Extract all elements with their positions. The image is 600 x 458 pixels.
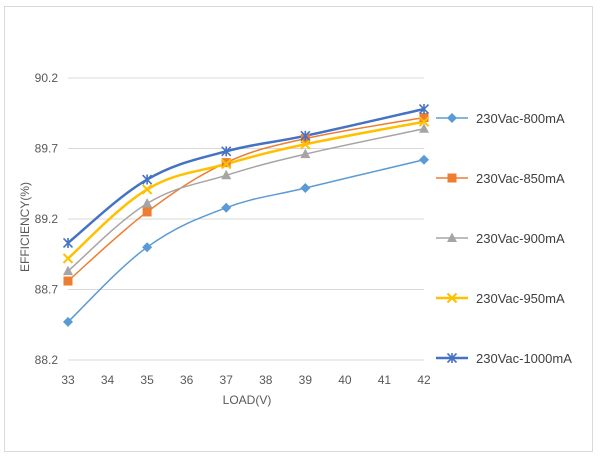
y-tick-label: 88.7 (35, 283, 59, 297)
chart-frame (4, 6, 593, 452)
data-point-3 (300, 148, 311, 159)
y-tick-label: 88.2 (35, 353, 59, 367)
data-point-1 (63, 316, 73, 327)
legend-item-5: 230Vac-1000mA (436, 351, 572, 366)
data-point-4 (62, 253, 74, 264)
x-tick-label: 41 (378, 373, 392, 387)
gridlines (68, 77, 424, 361)
x-tick-label: 39 (299, 373, 313, 387)
y-axis-title: EFFICIENCY(%) (18, 182, 32, 272)
series-line-3 (67, 128, 425, 272)
x-tick-label: 42 (417, 373, 431, 387)
legend-item-1: 230Vac-800mA (436, 111, 565, 126)
x-axis-title: LOAD(V) (223, 393, 272, 407)
x-tick-label: 34 (101, 373, 115, 387)
data-point-1 (221, 202, 232, 213)
data-point-2 (63, 276, 73, 286)
data-point-1 (142, 242, 153, 253)
y-tick-label: 90.2 (35, 71, 59, 85)
legend: 230Vac-800mA 230Vac-850mA 230Vac-900mA 230V… (436, 111, 572, 366)
data-point-3 (63, 265, 73, 276)
legend-label-4: 230Vac-950mA (476, 291, 565, 306)
data-point-3 (142, 197, 153, 208)
data-point-4 (141, 184, 153, 195)
legend-marker-2 (447, 173, 457, 183)
legend-label-5: 230Vac-1000mA (476, 351, 572, 366)
x-tick-label: 35 (140, 373, 154, 387)
legend-item-3: 230Vac-900mA (436, 231, 565, 246)
x-tick-label: 33 (61, 373, 75, 387)
data-point-4 (300, 139, 311, 150)
data-point-2 (142, 207, 152, 217)
data-point-1 (300, 182, 311, 193)
data-point-5 (418, 103, 430, 115)
series-line-4 (67, 120, 425, 260)
y-tick-label: 89.2 (35, 212, 59, 226)
data-point-5 (300, 130, 311, 141)
legend-label-2: 230Vac-850mA (476, 171, 565, 186)
data-point-5 (62, 237, 74, 249)
series-markers (62, 103, 430, 327)
data-point-5 (221, 146, 232, 157)
data-point-2 (419, 112, 429, 122)
data-point-4 (418, 116, 430, 127)
data-point-3 (419, 123, 429, 133)
x-tick-label: 37 (220, 373, 234, 387)
data-point-1 (419, 154, 429, 165)
y-tick-label: 89.7 (35, 142, 59, 156)
series-line-2 (67, 116, 425, 282)
legend-label-1: 230Vac-800mA (476, 111, 565, 126)
series-line-1 (67, 159, 425, 323)
legend-marker-3 (447, 232, 457, 242)
legend-marker-1 (447, 113, 457, 123)
y-tick-labels: 88.2 88.7 89.2 89.7 90.2 (35, 71, 59, 367)
x-tick-label: 38 (259, 373, 273, 387)
x-tick-labels: 33 34 35 36 37 38 39 40 41 42 (61, 373, 431, 387)
legend-marker-4 (446, 292, 458, 304)
x-tick-label: 36 (180, 373, 194, 387)
data-point-5 (142, 174, 153, 185)
data-point-3 (221, 169, 232, 180)
x-tick-label: 40 (338, 373, 352, 387)
legend-label-3: 230Vac-900mA (476, 231, 565, 246)
legend-marker-5 (446, 352, 458, 364)
legend-item-2: 230Vac-850mA (436, 171, 565, 186)
data-point-4 (221, 158, 232, 170)
legend-item-4: 230Vac-950mA (436, 291, 565, 306)
